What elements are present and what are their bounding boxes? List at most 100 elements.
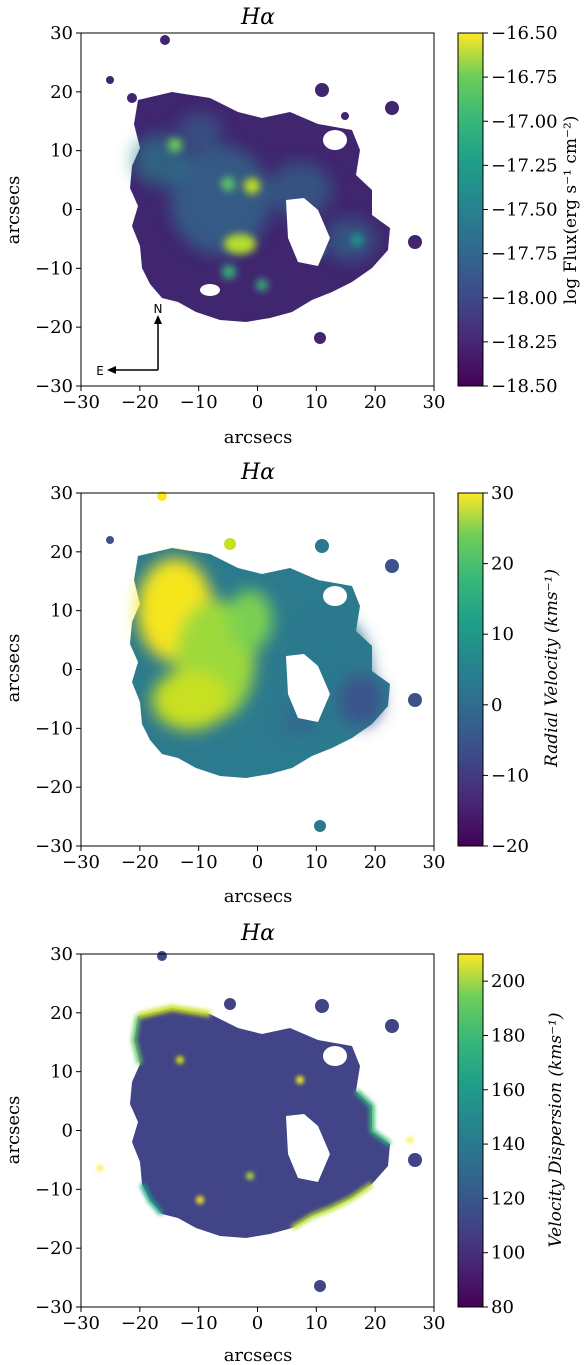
velocity-colorbar-ticks: 30 20 10 0 −10 −20 (483, 483, 529, 857)
velocity-receding-east (137, 558, 272, 730)
velocity-hole (286, 586, 347, 722)
colorbar-tick-label: 30 (491, 483, 514, 504)
x-tick-label: 20 (364, 392, 387, 413)
y-tick-label: −10 (35, 258, 73, 279)
colorbar-tick-label: 200 (491, 971, 525, 992)
velocity-xlabel: arcsecs (224, 886, 293, 907)
colorbar-tick-label: 120 (491, 1188, 525, 1209)
dispersion-hole (286, 1046, 347, 1182)
panel-velocity-title: Hα (240, 460, 275, 485)
colorbar-tick-label: 100 (491, 1243, 525, 1264)
colorbar-tick-label: 160 (491, 1080, 525, 1101)
compass-north-arrowhead (154, 315, 162, 324)
colorbar-tick-label: −18.50 (491, 376, 558, 397)
y-tick-label: −30 (35, 376, 73, 397)
y-tick-label: 30 (50, 23, 73, 44)
colorbar-tick-label: −16.75 (491, 67, 558, 88)
dispersion-xlabel: arcsecs (224, 1345, 293, 1365)
y-tick-label: −10 (35, 718, 73, 739)
velocity-x-ticks: −30 −20 −10 0 10 20 30 (62, 846, 445, 873)
flux-map (106, 35, 422, 344)
colorbar-tick-label: −17.25 (491, 155, 558, 176)
x-tick-label: 0 (252, 1313, 263, 1334)
flux-holes (200, 130, 347, 296)
flux-compass: N E (96, 302, 162, 378)
compass-east-label: E (96, 364, 104, 378)
y-tick-label: −20 (35, 777, 73, 798)
flux-x-ticks: −30 −20 −10 0 10 20 30 (62, 386, 445, 413)
flux-y-ticks: −30 −20 −10 0 10 20 30 (35, 23, 81, 397)
x-tick-label: 30 (423, 852, 446, 873)
velocity-y-ticks: −30 −20 −10 0 10 20 30 (35, 483, 81, 857)
x-tick-label: −10 (180, 1313, 218, 1334)
x-tick-label: −10 (180, 852, 218, 873)
x-tick-label: 30 (423, 392, 446, 413)
velocity-colorbar-label: Radial Velocity (kms⁻¹) (542, 569, 562, 768)
dispersion-colorbar-label: Velocity Dispersion (kms⁻¹) (546, 1012, 566, 1247)
panel-flux-title: Hα (240, 5, 275, 30)
colorbar-tick-label: 10 (491, 624, 514, 645)
colorbar-tick-label: 140 (491, 1134, 525, 1155)
compass-east-arrowhead (107, 366, 116, 374)
colorbar-tick-label: −20 (491, 836, 529, 857)
colorbar-tick-label: −17.75 (491, 244, 558, 265)
y-tick-label: −20 (35, 1238, 73, 1259)
panel-velocity: Hα (3, 460, 562, 907)
y-tick-label: −10 (35, 1179, 73, 1200)
velocity-ylabel: arcsecs (3, 634, 24, 703)
y-tick-label: 0 (62, 1121, 73, 1142)
flux-ylabel: arcsecs (3, 176, 24, 245)
y-tick-label: 10 (50, 1062, 73, 1083)
dispersion-high-edges (97, 1004, 413, 1231)
y-tick-label: 0 (62, 660, 73, 681)
dispersion-ylabel: arcsecs (3, 1096, 24, 1165)
x-tick-label: 0 (252, 852, 263, 873)
x-tick-label: −20 (121, 852, 159, 873)
colorbar-tick-label: −17.50 (491, 200, 558, 221)
colorbar-tick-label: 80 (491, 1297, 514, 1318)
y-tick-label: 30 (50, 483, 73, 504)
y-tick-label: 20 (50, 542, 73, 563)
x-tick-label: 10 (305, 392, 328, 413)
velocity-map (106, 491, 422, 832)
x-tick-label: 10 (305, 852, 328, 873)
panel-flux: Hα (3, 5, 581, 448)
colorbar-tick-label: 0 (491, 695, 502, 716)
colorbar-tick-label: −16.50 (491, 23, 558, 44)
dispersion-x-ticks: −30 −20 −10 0 10 20 30 (62, 1307, 445, 1334)
x-tick-label: −20 (121, 392, 159, 413)
y-tick-label: 0 (62, 200, 73, 221)
colorbar-tick-label: −17.00 (491, 111, 558, 132)
y-tick-label: 20 (50, 1003, 73, 1024)
flux-colorbar-label: log Flux(erg s⁻¹ cm⁻²) (561, 116, 581, 305)
x-tick-label: −30 (62, 852, 100, 873)
y-tick-label: 30 (50, 944, 73, 965)
colorbar-tick-label: 20 (491, 554, 514, 575)
dispersion-base-region (130, 951, 422, 1292)
y-tick-label: −20 (35, 317, 73, 338)
colorbar-tick-label: −10 (491, 765, 529, 786)
x-tick-label: 10 (305, 1313, 328, 1334)
colorbar-tick-label: −18.25 (491, 332, 558, 353)
y-tick-label: −30 (35, 1297, 73, 1318)
panel-dispersion-title: Hα (240, 921, 275, 946)
dispersion-map (97, 951, 422, 1292)
dispersion-colorbar-ticks: 200 180 160 140 120 100 80 (483, 971, 525, 1318)
flux-colorbar-ticks: −16.50 −16.75 −17.00 −17.25 −17.50 −17.75 −18.… (483, 23, 558, 397)
y-tick-label: 20 (50, 82, 73, 103)
flux-moderate-emission (132, 112, 376, 262)
flux-xlabel: arcsecs (224, 427, 293, 448)
y-tick-label: 10 (50, 601, 73, 622)
colorbar-tick-label: 180 (491, 1025, 525, 1046)
x-tick-label: −20 (121, 1313, 159, 1334)
x-tick-label: −10 (180, 392, 218, 413)
compass-north-label: N (154, 302, 163, 316)
x-tick-label: −30 (62, 1313, 100, 1334)
x-tick-label: 30 (423, 1313, 446, 1334)
y-tick-label: −30 (35, 836, 73, 857)
x-tick-label: 20 (364, 1313, 387, 1334)
x-tick-label: 0 (252, 392, 263, 413)
flux-colorbar (457, 32, 484, 387)
colorbar-tick-label: −18.00 (491, 288, 558, 309)
